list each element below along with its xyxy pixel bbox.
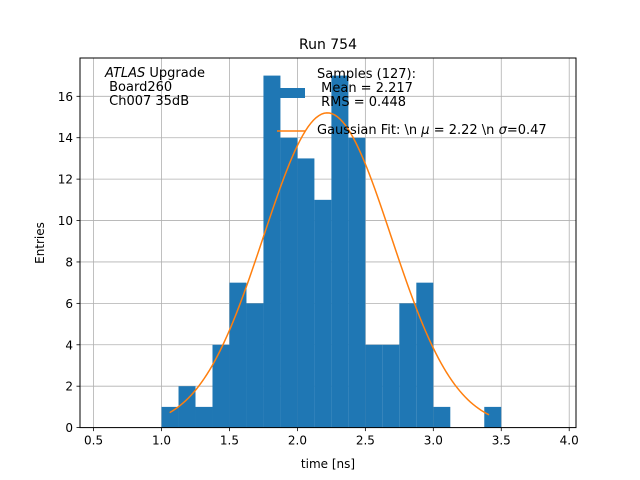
bar-8 — [297, 158, 315, 428]
x-tick-label-5: 3.0 — [424, 434, 443, 448]
bar-9 — [314, 199, 332, 428]
bar-19 — [484, 406, 502, 428]
y-tick-label-6: 12 — [58, 173, 73, 187]
fit-label-part: σ — [498, 123, 507, 138]
legend-label-samples: Samples (127): Mean = 2.217 RMS = 0.448 — [317, 68, 416, 110]
board-label: Board260 — [105, 80, 173, 95]
bar-15 — [416, 282, 434, 428]
legend — [277, 88, 305, 132]
bar-7 — [280, 137, 298, 428]
y-axis-label: Entries — [33, 222, 47, 264]
legend-patch-samples — [277, 88, 305, 98]
y-axis-ticks: 0 2 4 6 8 10 12 14 16 — [58, 90, 80, 435]
fit-label-part: Gaussian Fit: \n — [317, 123, 422, 138]
bar-2 — [195, 406, 213, 428]
y-tick-label-0: 0 — [65, 421, 73, 435]
y-tick-label-8: 16 — [58, 90, 73, 104]
bar-4 — [229, 282, 247, 428]
bar-0 — [161, 406, 179, 428]
y-tick-label-2: 4 — [65, 338, 73, 352]
x-tick-label-7: 4.0 — [560, 434, 579, 448]
y-tick-label-7: 14 — [58, 131, 73, 145]
bar-1 — [178, 386, 196, 428]
bar-13 — [382, 344, 400, 428]
y-tick-label-4: 8 — [65, 255, 73, 269]
x-axis-label: time [ns] — [301, 457, 355, 471]
bar-14 — [399, 303, 417, 428]
bar-16 — [433, 406, 451, 428]
bar-11 — [348, 137, 366, 428]
x-axis-ticks: 0.5 1.0 1.5 2.0 2.5 3.0 3.5 4.0 — [84, 427, 579, 448]
legend-samples-line-3: RMS = 0.448 — [317, 95, 407, 110]
x-tick-label-0: 0.5 — [84, 434, 103, 448]
bar-6 — [263, 75, 281, 428]
y-tick-label-1: 2 — [65, 380, 73, 394]
atlas-annotation: ATLAS Upgrade Board260 Ch007 35dB — [105, 67, 205, 109]
x-tick-label-2: 1.5 — [220, 434, 239, 448]
legend-samples-line-2: Mean = 2.217 — [317, 81, 413, 96]
y-tick-label-3: 6 — [65, 297, 73, 311]
fit-label-part: μ — [421, 123, 430, 138]
bar-12 — [365, 344, 383, 428]
channel-label: Ch007 35dB — [105, 94, 190, 109]
x-tick-label-6: 3.5 — [492, 434, 511, 448]
fit-label-part: = 2.22 \n — [429, 123, 499, 138]
bar-3 — [212, 344, 230, 428]
legend-samples-line-1: Samples (127): — [317, 67, 416, 82]
x-tick-label-3: 2.0 — [288, 434, 307, 448]
chart-title: Run 754 — [299, 37, 357, 53]
atlas-upgrade-label: Upgrade — [145, 66, 205, 81]
fit-label-part: =0.47 — [506, 123, 547, 138]
bar-10 — [331, 75, 349, 428]
histogram-bars — [161, 75, 502, 428]
x-tick-label-1: 1.0 — [152, 434, 171, 448]
x-tick-label-4: 2.5 — [356, 434, 375, 448]
bar-5 — [246, 303, 264, 428]
gaussian-fit-line — [169, 112, 490, 416]
plot-frame — [79, 57, 577, 429]
y-tick-label-5: 10 — [58, 214, 73, 228]
atlas-label: ATLAS — [105, 66, 146, 81]
legend-label-fit: Gaussian Fit: \n μ = 2.22 \n σ=0.47 — [317, 124, 547, 138]
